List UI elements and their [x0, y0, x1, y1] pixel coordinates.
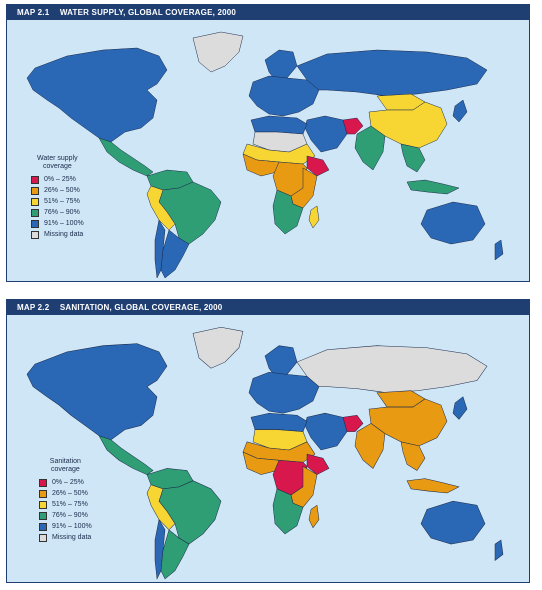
legend-item: 51% – 75%: [39, 499, 92, 510]
map-legend: Water supply coverage 0% – 25% 26% – 50% 5…: [31, 155, 84, 240]
legend-swatch: [39, 511, 47, 520]
legend-swatch: [39, 489, 47, 498]
legend-label: 51% – 75%: [52, 501, 88, 508]
region-middle-east: [304, 115, 348, 153]
region-middle-east: [304, 412, 348, 451]
map-number: MAP 2.2: [17, 303, 50, 312]
region-europe: [248, 372, 320, 414]
region-horn: [306, 155, 330, 177]
region-argentina: [160, 529, 190, 580]
region-southern-africa: [272, 189, 304, 235]
legend-swatch: [39, 533, 47, 542]
region-north-africa: [250, 412, 308, 432]
sanitation-map-panel: MAP 2.2 SANITATION, GLOBAL COVERAGE, 200…: [6, 299, 530, 583]
legend-label: 0% – 25%: [52, 479, 84, 486]
map-title-bar: MAP 2.2 SANITATION, GLOBAL COVERAGE, 200…: [7, 300, 529, 315]
region-india: [354, 423, 386, 469]
legend-swatch: [31, 175, 39, 184]
legend-item: 76% – 90%: [31, 207, 84, 218]
legend-label: 26% – 50%: [52, 490, 88, 497]
legend-label: 76% – 90%: [52, 512, 88, 519]
legend-swatch: [31, 219, 39, 228]
region-se-asia: [400, 143, 426, 173]
legend-title: Water supply coverage: [37, 155, 78, 170]
map-title: WATER SUPPLY, GLOBAL COVERAGE, 2000: [59, 8, 237, 17]
region-central-america: [98, 435, 154, 475]
region-russia: [296, 49, 488, 97]
region-north-america: [26, 343, 168, 441]
region-indonesia: [406, 478, 460, 494]
legend-item: 0% – 25%: [39, 477, 92, 488]
legend-item: 26% – 50%: [39, 488, 92, 499]
region-chile: [154, 219, 166, 279]
world-map: [26, 31, 504, 279]
region-argentina: [160, 229, 190, 279]
region-india: [354, 125, 386, 171]
legend-item: 51% – 75%: [31, 196, 84, 207]
region-afghanistan: [342, 414, 364, 432]
region-scandinavia: [264, 345, 298, 377]
legend-label: 0% – 25%: [44, 176, 76, 183]
world-map: [26, 327, 504, 580]
region-madagascar: [308, 504, 320, 529]
legend-item: 91% – 100%: [31, 218, 84, 229]
region-horn: [306, 453, 330, 475]
region-indonesia: [406, 179, 460, 195]
region-japan: [452, 99, 468, 123]
legend-label: Missing data: [44, 231, 84, 238]
region-north-africa: [250, 115, 308, 135]
region-australia: [420, 500, 486, 545]
map-title: SANITATION, GLOBAL COVERAGE, 2000: [59, 303, 223, 312]
legend-swatch: [31, 230, 39, 239]
legend-label: 51% – 75%: [44, 198, 80, 205]
legend-item: 0% – 25%: [31, 174, 84, 185]
region-nz: [494, 239, 504, 261]
legend-item: Missing data: [39, 532, 92, 543]
legend-item: 91% – 100%: [39, 521, 92, 532]
legend-label: 76% – 90%: [44, 209, 80, 216]
legend-swatch: [39, 478, 47, 487]
region-peru-bolivia: [146, 484, 176, 531]
map-legend: Sanitation coverage 0% – 25% 26% – 50% 51%…: [39, 458, 92, 543]
map-number: MAP 2.1: [17, 8, 50, 17]
legend-label: 26% – 50%: [44, 187, 80, 194]
region-australia: [420, 201, 486, 245]
region-japan: [452, 396, 468, 420]
legend-swatch: [39, 500, 47, 509]
legend-item: 76% – 90%: [39, 510, 92, 521]
legend-item: Missing data: [31, 229, 84, 240]
legend-label: Missing data: [52, 534, 92, 541]
legend-swatch: [31, 186, 39, 195]
legend-item: 26% – 50%: [31, 185, 84, 196]
region-europe: [248, 75, 320, 117]
region-central-america: [98, 137, 154, 177]
region-russia: [296, 345, 488, 393]
region-scandinavia: [264, 49, 298, 81]
region-nz: [494, 539, 504, 562]
region-north-america: [26, 47, 168, 143]
legend-swatch: [31, 197, 39, 206]
region-se-asia: [400, 441, 426, 471]
region-greenland: [192, 31, 244, 73]
legend-label: 91% – 100%: [52, 523, 92, 530]
legend-title: Sanitation coverage: [49, 458, 81, 473]
legend-swatch: [31, 208, 39, 217]
region-greenland: [192, 327, 244, 369]
region-southern-africa: [272, 488, 304, 535]
map-title-bar: MAP 2.1 WATER SUPPLY, GLOBAL COVERAGE, 2…: [7, 5, 529, 20]
legend-label: 91% – 100%: [44, 220, 84, 227]
legend-swatch: [39, 522, 47, 531]
region-madagascar: [308, 205, 320, 229]
region-chile: [154, 518, 166, 580]
water-supply-map-panel: MAP 2.1 WATER SUPPLY, GLOBAL COVERAGE, 2…: [6, 4, 530, 282]
region-peru-bolivia: [146, 185, 176, 231]
region-afghanistan: [342, 117, 364, 135]
